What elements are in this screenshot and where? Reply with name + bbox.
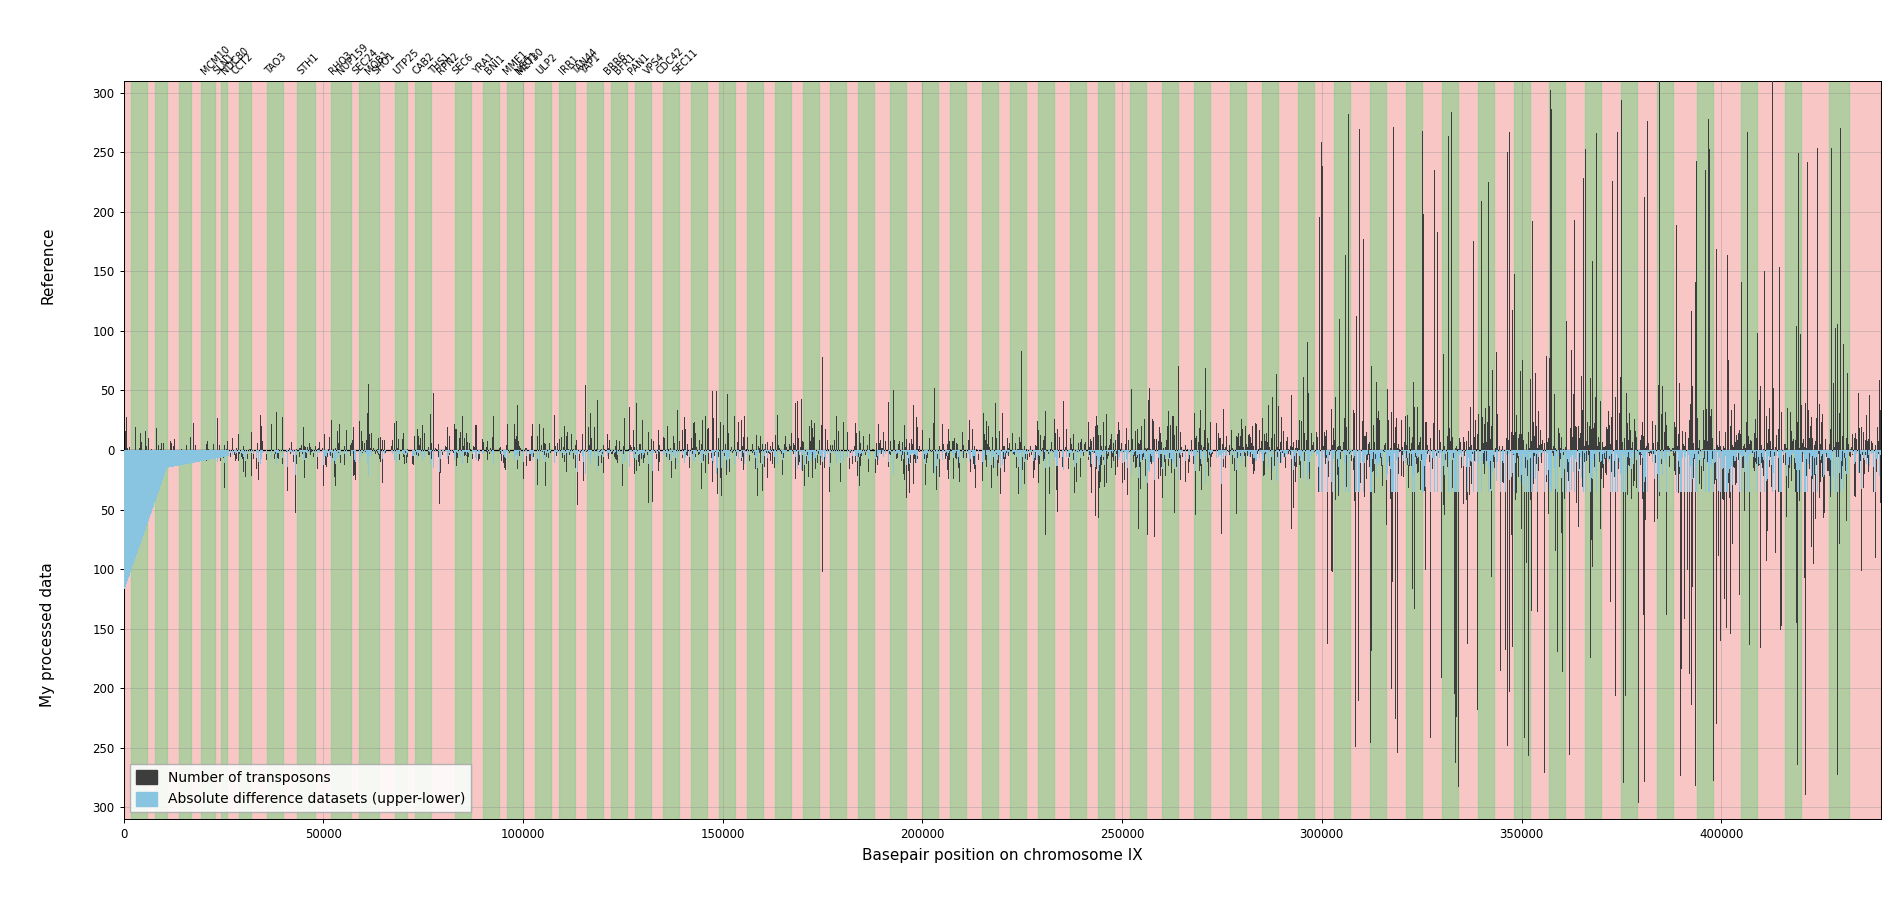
- Bar: [1229, 81, 1246, 819]
- Text: ULP2: ULP2: [536, 52, 560, 76]
- Bar: [775, 81, 790, 819]
- Text: TAO3: TAO3: [264, 52, 289, 76]
- Text: STH1: STH1: [294, 51, 321, 76]
- Text: UTP25: UTP25: [391, 48, 420, 76]
- Text: PAN1: PAN1: [627, 51, 652, 76]
- Bar: [124, 81, 1881, 819]
- Text: YAP1: YAP1: [580, 53, 602, 76]
- Bar: [1786, 81, 1801, 819]
- Bar: [718, 81, 735, 819]
- Bar: [1830, 81, 1849, 819]
- Text: SLN1: SLN1: [211, 52, 236, 76]
- Bar: [1193, 81, 1210, 819]
- Bar: [179, 81, 192, 819]
- Text: Reference: Reference: [40, 227, 55, 304]
- Bar: [1740, 81, 1758, 819]
- Bar: [1037, 81, 1054, 819]
- Bar: [747, 81, 762, 819]
- Text: MME1: MME1: [502, 50, 528, 76]
- Bar: [635, 81, 650, 819]
- Bar: [1514, 81, 1530, 819]
- Text: RPN2: RPN2: [435, 51, 462, 76]
- Bar: [982, 81, 998, 819]
- Bar: [222, 81, 228, 819]
- Text: YRA1: YRA1: [471, 52, 496, 76]
- Bar: [1406, 81, 1421, 819]
- Bar: [1370, 81, 1385, 819]
- Text: My processed data: My processed data: [40, 562, 55, 706]
- Bar: [268, 81, 283, 819]
- Text: SEC11: SEC11: [671, 48, 699, 76]
- Bar: [1070, 81, 1087, 819]
- X-axis label: Basepair position on chromosome IX: Basepair position on chromosome IX: [863, 848, 1142, 863]
- Text: NUP159: NUP159: [334, 42, 370, 76]
- Text: VPS4: VPS4: [642, 52, 667, 76]
- Text: NDC80: NDC80: [218, 46, 251, 76]
- Text: MET30: MET30: [515, 47, 545, 76]
- Bar: [610, 81, 627, 819]
- Text: MCM10: MCM10: [200, 44, 232, 76]
- Bar: [507, 81, 522, 819]
- Text: NEO1: NEO1: [513, 50, 540, 76]
- Bar: [663, 81, 678, 819]
- Bar: [802, 81, 819, 819]
- Text: SEC24: SEC24: [352, 48, 380, 76]
- Bar: [922, 81, 939, 819]
- Bar: [395, 81, 407, 819]
- Bar: [239, 81, 251, 819]
- Text: SHO1: SHO1: [370, 50, 397, 76]
- Bar: [454, 81, 471, 819]
- Bar: [950, 81, 967, 819]
- Legend: Number of transposons, Absolute difference datasets (upper-lower): Number of transposons, Absolute differen…: [131, 764, 471, 812]
- Bar: [1298, 81, 1313, 819]
- Bar: [692, 81, 707, 819]
- Bar: [559, 81, 576, 819]
- Bar: [296, 81, 315, 819]
- Bar: [483, 81, 500, 819]
- Bar: [1621, 81, 1638, 819]
- Bar: [1585, 81, 1602, 819]
- Bar: [1478, 81, 1493, 819]
- Bar: [1657, 81, 1674, 819]
- Text: CAB2: CAB2: [410, 51, 437, 76]
- Bar: [1442, 81, 1457, 819]
- Text: SEC6: SEC6: [450, 52, 475, 76]
- Bar: [414, 81, 431, 819]
- Bar: [1697, 81, 1714, 819]
- Text: MOB1: MOB1: [363, 50, 391, 76]
- Bar: [1262, 81, 1279, 819]
- Bar: [1011, 81, 1026, 819]
- Bar: [331, 81, 352, 819]
- Text: IRR1: IRR1: [557, 54, 580, 76]
- Bar: [859, 81, 874, 819]
- Bar: [201, 81, 215, 819]
- Bar: [131, 81, 148, 819]
- Text: BFR1: BFR1: [614, 52, 638, 76]
- Bar: [1130, 81, 1146, 819]
- Bar: [830, 81, 847, 819]
- Text: CCT2: CCT2: [230, 51, 255, 76]
- Bar: [156, 81, 167, 819]
- Text: THS1: THS1: [428, 51, 452, 76]
- Bar: [1163, 81, 1178, 819]
- Bar: [1098, 81, 1113, 819]
- Text: CDC42: CDC42: [656, 46, 686, 76]
- Bar: [1334, 81, 1349, 819]
- Text: TAN44: TAN44: [570, 48, 600, 76]
- Bar: [359, 81, 380, 819]
- Text: BRR6: BRR6: [602, 51, 629, 76]
- Bar: [587, 81, 602, 819]
- Bar: [536, 81, 551, 819]
- Bar: [1550, 81, 1566, 819]
- Text: BNI1: BNI1: [483, 53, 507, 76]
- Text: RHO3: RHO3: [327, 50, 353, 76]
- Bar: [891, 81, 906, 819]
